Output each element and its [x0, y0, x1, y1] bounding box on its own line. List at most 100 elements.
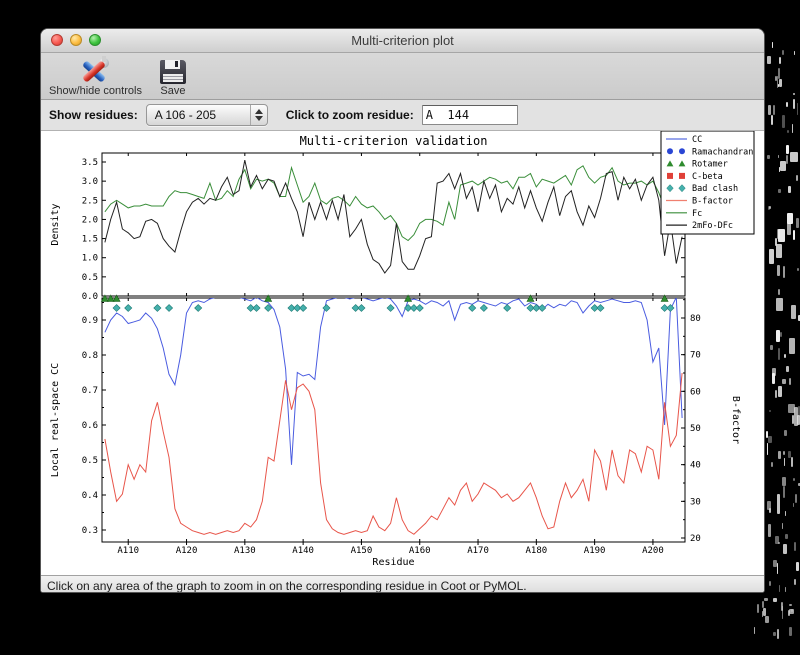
stepper-arrows-icon — [249, 105, 267, 125]
bad-clash-marker — [246, 304, 255, 312]
rotamer-marker — [112, 294, 121, 302]
bad-clash-marker — [351, 304, 360, 312]
rotamer-marker — [526, 294, 535, 302]
show-residues-value: A 106 - 205 — [154, 108, 217, 122]
bad-clash-marker — [153, 304, 162, 312]
svg-text:A110: A110 — [117, 546, 139, 556]
svg-text:A120: A120 — [176, 546, 198, 556]
show-residues-label: Show residues: — [49, 108, 138, 122]
bottom-panel — [101, 297, 686, 543]
zoom-residue-label: Click to zoom residue: — [285, 108, 414, 122]
legend: CC Ramachandran Rotamer C-beta Bad clash B-fa… — [660, 130, 755, 235]
svg-text:Bad clash: Bad clash — [692, 184, 738, 194]
svg-text:20: 20 — [690, 534, 701, 544]
bad-clash-marker — [666, 304, 675, 312]
bad-clash-marker — [293, 304, 302, 312]
bad-clash-marker — [660, 304, 669, 312]
save-button[interactable]: Save — [159, 60, 186, 97]
svg-text:0.6: 0.6 — [82, 421, 98, 431]
series-CC — [104, 298, 683, 465]
svg-text:B-factor: B-factor — [730, 396, 741, 444]
svg-text:A180: A180 — [525, 546, 547, 556]
rotamer-marker — [660, 294, 669, 302]
show-residues-select[interactable]: A 106 - 205 — [145, 104, 268, 126]
svg-text:0.5: 0.5 — [82, 456, 98, 466]
rotamer-marker — [264, 294, 273, 302]
svg-text:A200: A200 — [642, 546, 664, 556]
bad-clash-marker — [503, 304, 512, 312]
close-button[interactable] — [51, 34, 63, 46]
svg-text:A160: A160 — [409, 546, 431, 556]
svg-text:80: 80 — [690, 314, 701, 324]
bad-clash-marker — [526, 304, 535, 312]
svg-text:CC: CC — [692, 135, 702, 145]
svg-text:A190: A190 — [584, 546, 606, 556]
svg-text:A150: A150 — [351, 546, 373, 556]
bad-clash-marker — [415, 304, 424, 312]
rotamer-marker — [106, 294, 115, 302]
svg-text:70: 70 — [690, 351, 701, 361]
bad-clash-marker — [322, 304, 331, 312]
svg-text:A140: A140 — [292, 546, 314, 556]
svg-text:C-beta: C-beta — [692, 172, 723, 182]
save-label: Save — [160, 85, 186, 97]
svg-text:Density: Density — [50, 203, 61, 245]
svg-text:2.5: 2.5 — [82, 196, 98, 206]
svg-text:A130: A130 — [234, 546, 256, 556]
svg-text:Rotamer: Rotamer — [692, 160, 728, 170]
bad-clash-marker — [194, 304, 203, 312]
svg-text:30: 30 — [690, 497, 701, 507]
svg-text:A170: A170 — [467, 546, 489, 556]
bad-clash-marker — [532, 304, 541, 312]
show-hide-controls-button[interactable]: Show/hide controls — [49, 56, 142, 97]
bad-clash-marker — [252, 304, 261, 312]
bad-clash-marker — [299, 304, 308, 312]
bad-clash-marker — [386, 304, 395, 312]
window-title: Multi-criterion plot — [351, 33, 454, 48]
top-panel — [101, 152, 686, 297]
svg-text:3.5: 3.5 — [82, 158, 98, 168]
bad-clash-marker — [165, 304, 174, 312]
bad-clash-marker — [112, 304, 121, 312]
rotamer-marker — [100, 294, 109, 302]
svg-text:50: 50 — [690, 424, 701, 434]
window-controls — [51, 34, 101, 46]
app-window: Multi-criterion plot Show/hide controls … — [40, 28, 765, 593]
svg-text:2mFo-DFc: 2mFo-DFc — [692, 221, 733, 231]
svg-text:Local real-space CC: Local real-space CC — [50, 363, 61, 477]
status-bar: Click on any area of the graph to zoom i… — [41, 575, 764, 593]
zoom-residue-input[interactable] — [421, 105, 518, 125]
titlebar[interactable]: Multi-criterion plot — [41, 29, 764, 53]
svg-text:Fc: Fc — [692, 209, 702, 219]
svg-text:0.7: 0.7 — [82, 386, 98, 396]
plot-canvas[interactable]: Multi-criterion validation A110 A120 A130 A1… — [41, 130, 764, 575]
bad-clash-marker — [590, 304, 599, 312]
series-B-factor — [104, 372, 683, 535]
minimize-button[interactable] — [70, 34, 82, 46]
rotamer-marker — [404, 294, 413, 302]
svg-text:Multi-criterion validation: Multi-criterion validation — [300, 134, 488, 148]
show-hide-controls-label: Show/hide controls — [49, 85, 142, 97]
bad-clash-marker — [468, 304, 477, 312]
svg-text:0.0: 0.0 — [82, 292, 98, 302]
svg-text:0.4: 0.4 — [82, 491, 98, 501]
svg-text:1.0: 1.0 — [82, 254, 98, 264]
svg-text:B-factor: B-factor — [692, 197, 733, 207]
svg-text:0.5: 0.5 — [82, 273, 98, 283]
save-icon — [159, 60, 186, 84]
svg-text:2.0: 2.0 — [82, 215, 98, 225]
series-Fc — [104, 165, 683, 242]
controls-row: Show residues: A 106 - 205 Click to zoom… — [41, 100, 764, 131]
bad-clash-marker — [538, 304, 547, 312]
svg-text:0.3: 0.3 — [82, 526, 98, 536]
zoom-button[interactable] — [89, 34, 101, 46]
bad-clash-marker — [596, 304, 605, 312]
svg-text:0.8: 0.8 — [82, 351, 98, 361]
series-2mFo-DFc — [104, 159, 683, 274]
bad-clash-marker — [287, 304, 296, 312]
multi-criterion-chart[interactable]: Multi-criterion validation A110 A120 A130 A1… — [41, 130, 762, 575]
bad-clash-marker — [124, 304, 133, 312]
bad-clash-marker — [264, 304, 273, 312]
status-message: Click on any area of the graph to zoom i… — [47, 579, 527, 593]
